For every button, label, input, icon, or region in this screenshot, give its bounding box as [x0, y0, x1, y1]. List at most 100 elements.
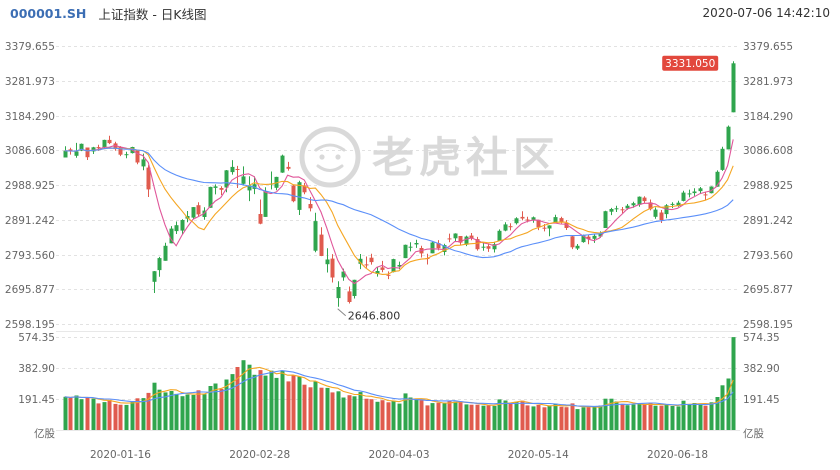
price-axis-label-left: 2988.925 [5, 180, 55, 192]
candle [464, 236, 469, 245]
price-axis-label-left: 2891.242 [5, 215, 55, 227]
volume-bar [670, 406, 675, 430]
candle [564, 222, 569, 228]
volume-bar [152, 382, 157, 430]
ma-line-ma10 [64, 147, 734, 275]
candle [598, 233, 603, 237]
candle [141, 159, 146, 167]
volume-bar [74, 395, 79, 430]
candle [63, 150, 68, 158]
chart-title: 上证指数 - 日K线图 [98, 6, 207, 22]
candle [698, 188, 703, 192]
volume-bar [213, 383, 218, 430]
volume-bar [475, 404, 480, 430]
candle [715, 171, 720, 187]
candle [676, 202, 681, 206]
candle [386, 274, 391, 276]
volume-bar [447, 400, 452, 430]
volume-bar [648, 403, 653, 430]
volume-bar [481, 405, 486, 430]
volume-bar [107, 399, 112, 430]
volume-bar [525, 405, 530, 430]
candle [302, 185, 307, 193]
volume-bar [118, 404, 123, 430]
candle [174, 225, 179, 232]
volume-bar [625, 405, 630, 430]
volume-layer [63, 337, 736, 430]
candle [553, 217, 558, 223]
candle [241, 176, 246, 184]
volume-bar [196, 390, 201, 430]
ma-line-ma5 [64, 139, 734, 285]
candle [403, 244, 408, 259]
volume-bar [202, 394, 207, 430]
volume-bar [614, 401, 619, 430]
volume-bar [581, 407, 586, 430]
candle [581, 235, 586, 243]
volume-bar [291, 375, 296, 430]
candle [486, 246, 491, 249]
volume-bar [653, 405, 658, 430]
volume-axis-label-right: 382.90 [743, 363, 780, 375]
volume-bar [224, 379, 229, 430]
candle [91, 147, 96, 152]
candle [247, 185, 252, 191]
volume-bar [135, 398, 140, 430]
candle [631, 203, 636, 206]
low-price-label: 2646.800 [348, 310, 401, 323]
candle [391, 259, 396, 273]
volume-unit-right: 亿股 [743, 427, 764, 440]
volume-bar [592, 406, 597, 430]
candle [157, 258, 162, 271]
candle [208, 186, 213, 208]
volume-bar [570, 403, 575, 430]
candle [358, 258, 363, 264]
candle [280, 155, 285, 173]
grid-layer [56, 46, 740, 431]
volume-bar [514, 401, 519, 430]
volume-bar [575, 409, 580, 430]
candle [559, 218, 564, 223]
volume-bar [542, 407, 547, 430]
volume-bar [531, 406, 536, 430]
annotations-layer: 2646.800 3331.050 [337, 55, 719, 323]
volume-bar [430, 403, 435, 430]
volume-bar [185, 394, 190, 430]
candle [85, 147, 90, 158]
candle [514, 218, 519, 224]
volume-bar [559, 406, 564, 430]
axis-labels-layer: 3379.655 3379.655 3281.973 3281.973 3184.290… [5, 41, 793, 461]
price-axis-label-right: 2793.560 [743, 250, 793, 262]
candle [642, 197, 647, 202]
candle [653, 209, 658, 217]
tiger-logo-icon [299, 126, 361, 188]
chart-header: 000001.SH 上证指数 - 日K线图 2020-07-06 14:42:1… [0, 0, 840, 26]
volume-bar [169, 391, 174, 430]
volume-bar [358, 392, 363, 430]
volume-axis-label-right: 191.45 [743, 394, 780, 406]
watermark-text: 老虎社区 [372, 133, 560, 182]
date-axis-label: 2020-02-28 [229, 449, 290, 461]
candle [531, 217, 536, 220]
candle [681, 192, 686, 201]
candle [213, 186, 218, 188]
volume-bar [620, 403, 625, 430]
volume-bar [157, 389, 162, 430]
chart-header-left: 000001.SH 上证指数 - 日K线图 [10, 4, 207, 23]
volume-bar [280, 370, 285, 430]
volume-bar [241, 360, 246, 430]
candle [230, 166, 235, 173]
candle [603, 211, 608, 228]
volume-bar [274, 377, 279, 430]
volume-bar [319, 387, 324, 430]
volume-bar [419, 400, 424, 430]
price-axis-label-right: 3086.608 [743, 145, 793, 157]
volume-bar [130, 401, 135, 430]
candle [720, 148, 725, 170]
candle [508, 226, 513, 228]
volume-bar [503, 400, 508, 430]
candle [224, 170, 229, 188]
candle [330, 258, 335, 278]
